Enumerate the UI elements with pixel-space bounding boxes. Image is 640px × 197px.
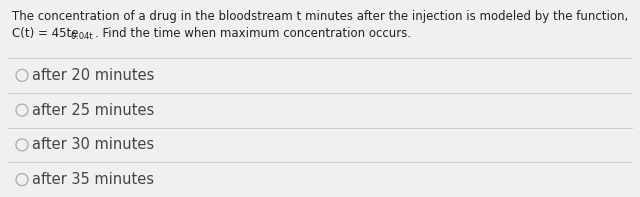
Text: C(t) = 45te: C(t) = 45te: [12, 27, 79, 40]
Text: -0.04t: -0.04t: [69, 32, 93, 41]
Text: after 30 minutes: after 30 minutes: [32, 137, 154, 152]
Text: after 35 minutes: after 35 minutes: [32, 172, 154, 187]
Text: after 20 minutes: after 20 minutes: [32, 68, 154, 83]
Text: after 25 minutes: after 25 minutes: [32, 103, 154, 118]
Text: . Find the time when maximum concentration occurs.: . Find the time when maximum concentrati…: [95, 27, 411, 40]
Bar: [0, 0, 640, 58]
Text: The concentration of a drug in the bloodstream t minutes after the injection is : The concentration of a drug in the blood…: [12, 10, 628, 23]
